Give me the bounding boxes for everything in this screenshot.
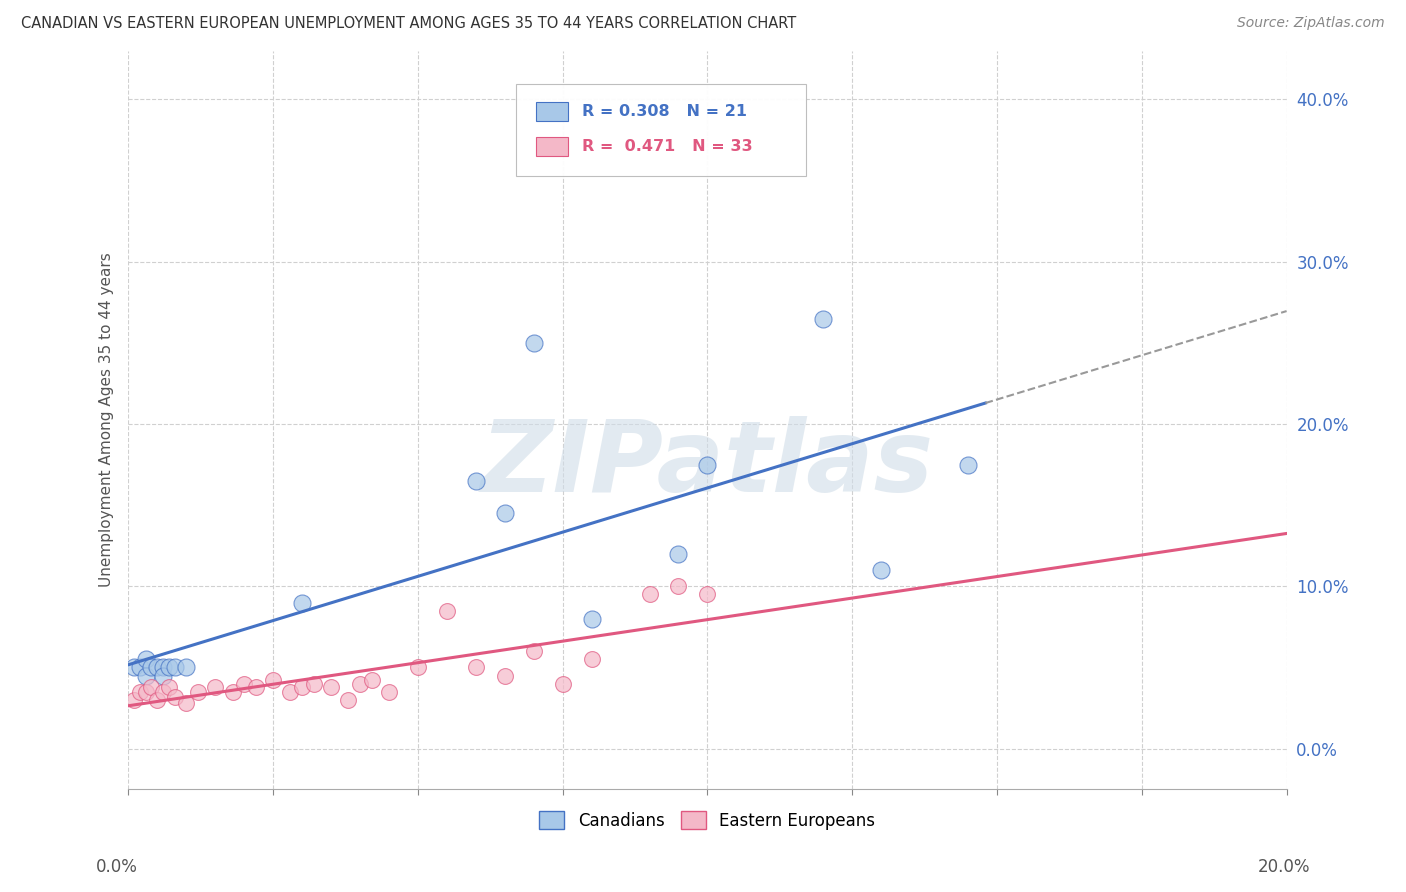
Point [146,693,169,707]
Point [696,458,718,472]
Point [141,680,163,694]
Point [337,693,360,707]
Point [174,660,197,674]
Point [464,660,486,674]
Point [128,685,150,699]
Point [551,676,574,690]
Point [957,458,980,472]
Point [152,685,174,699]
Point [233,676,256,690]
Point [152,668,174,682]
Text: R = 0.308   N = 21: R = 0.308 N = 21 [582,104,748,120]
Point [319,680,342,694]
Point [135,652,157,666]
Point [638,587,661,601]
Point [302,676,325,690]
Point [174,696,197,710]
Point [146,660,169,674]
Text: Source: ZipAtlas.com: Source: ZipAtlas.com [1237,16,1385,30]
Point [523,644,546,658]
Point [291,596,314,610]
Point [157,680,180,694]
Point [291,680,314,694]
Point [494,668,516,682]
Point [581,612,603,626]
Legend: Canadians, Eastern Europeans: Canadians, Eastern Europeans [533,805,882,837]
Point [221,685,243,699]
Point [668,579,690,593]
Text: 0.0%: 0.0% [96,858,138,876]
Point [157,660,180,674]
Point [245,680,267,694]
Text: CANADIAN VS EASTERN EUROPEAN UNEMPLOYMENT AMONG AGES 35 TO 44 YEARS CORRELATION : CANADIAN VS EASTERN EUROPEAN UNEMPLOYMEN… [21,16,796,31]
Y-axis label: Unemployment Among Ages 35 to 44 years: Unemployment Among Ages 35 to 44 years [100,252,114,587]
Point [122,693,145,707]
FancyBboxPatch shape [536,137,568,155]
Point [360,673,382,688]
Point [141,660,163,674]
Point [152,660,174,674]
Text: R =  0.471   N = 33: R = 0.471 N = 33 [582,139,754,154]
Point [135,685,157,699]
Point [464,474,486,488]
Point [122,660,145,674]
Point [406,660,429,674]
Point [349,676,371,690]
FancyBboxPatch shape [536,103,568,120]
Point [523,335,546,350]
Text: ZIPatlas: ZIPatlas [481,416,934,513]
Point [135,668,157,682]
Point [696,587,718,601]
FancyBboxPatch shape [516,84,806,177]
Point [494,506,516,520]
Point [280,685,302,699]
Point [128,660,150,674]
Point [204,680,226,694]
Point [870,563,893,577]
Text: 20.0%: 20.0% [1258,858,1310,876]
Point [163,660,186,674]
Point [436,604,458,618]
Point [378,685,401,699]
Point [262,673,284,688]
Point [163,690,186,704]
Point [187,685,209,699]
Point [813,311,835,326]
Point [581,652,603,666]
Point [668,547,690,561]
